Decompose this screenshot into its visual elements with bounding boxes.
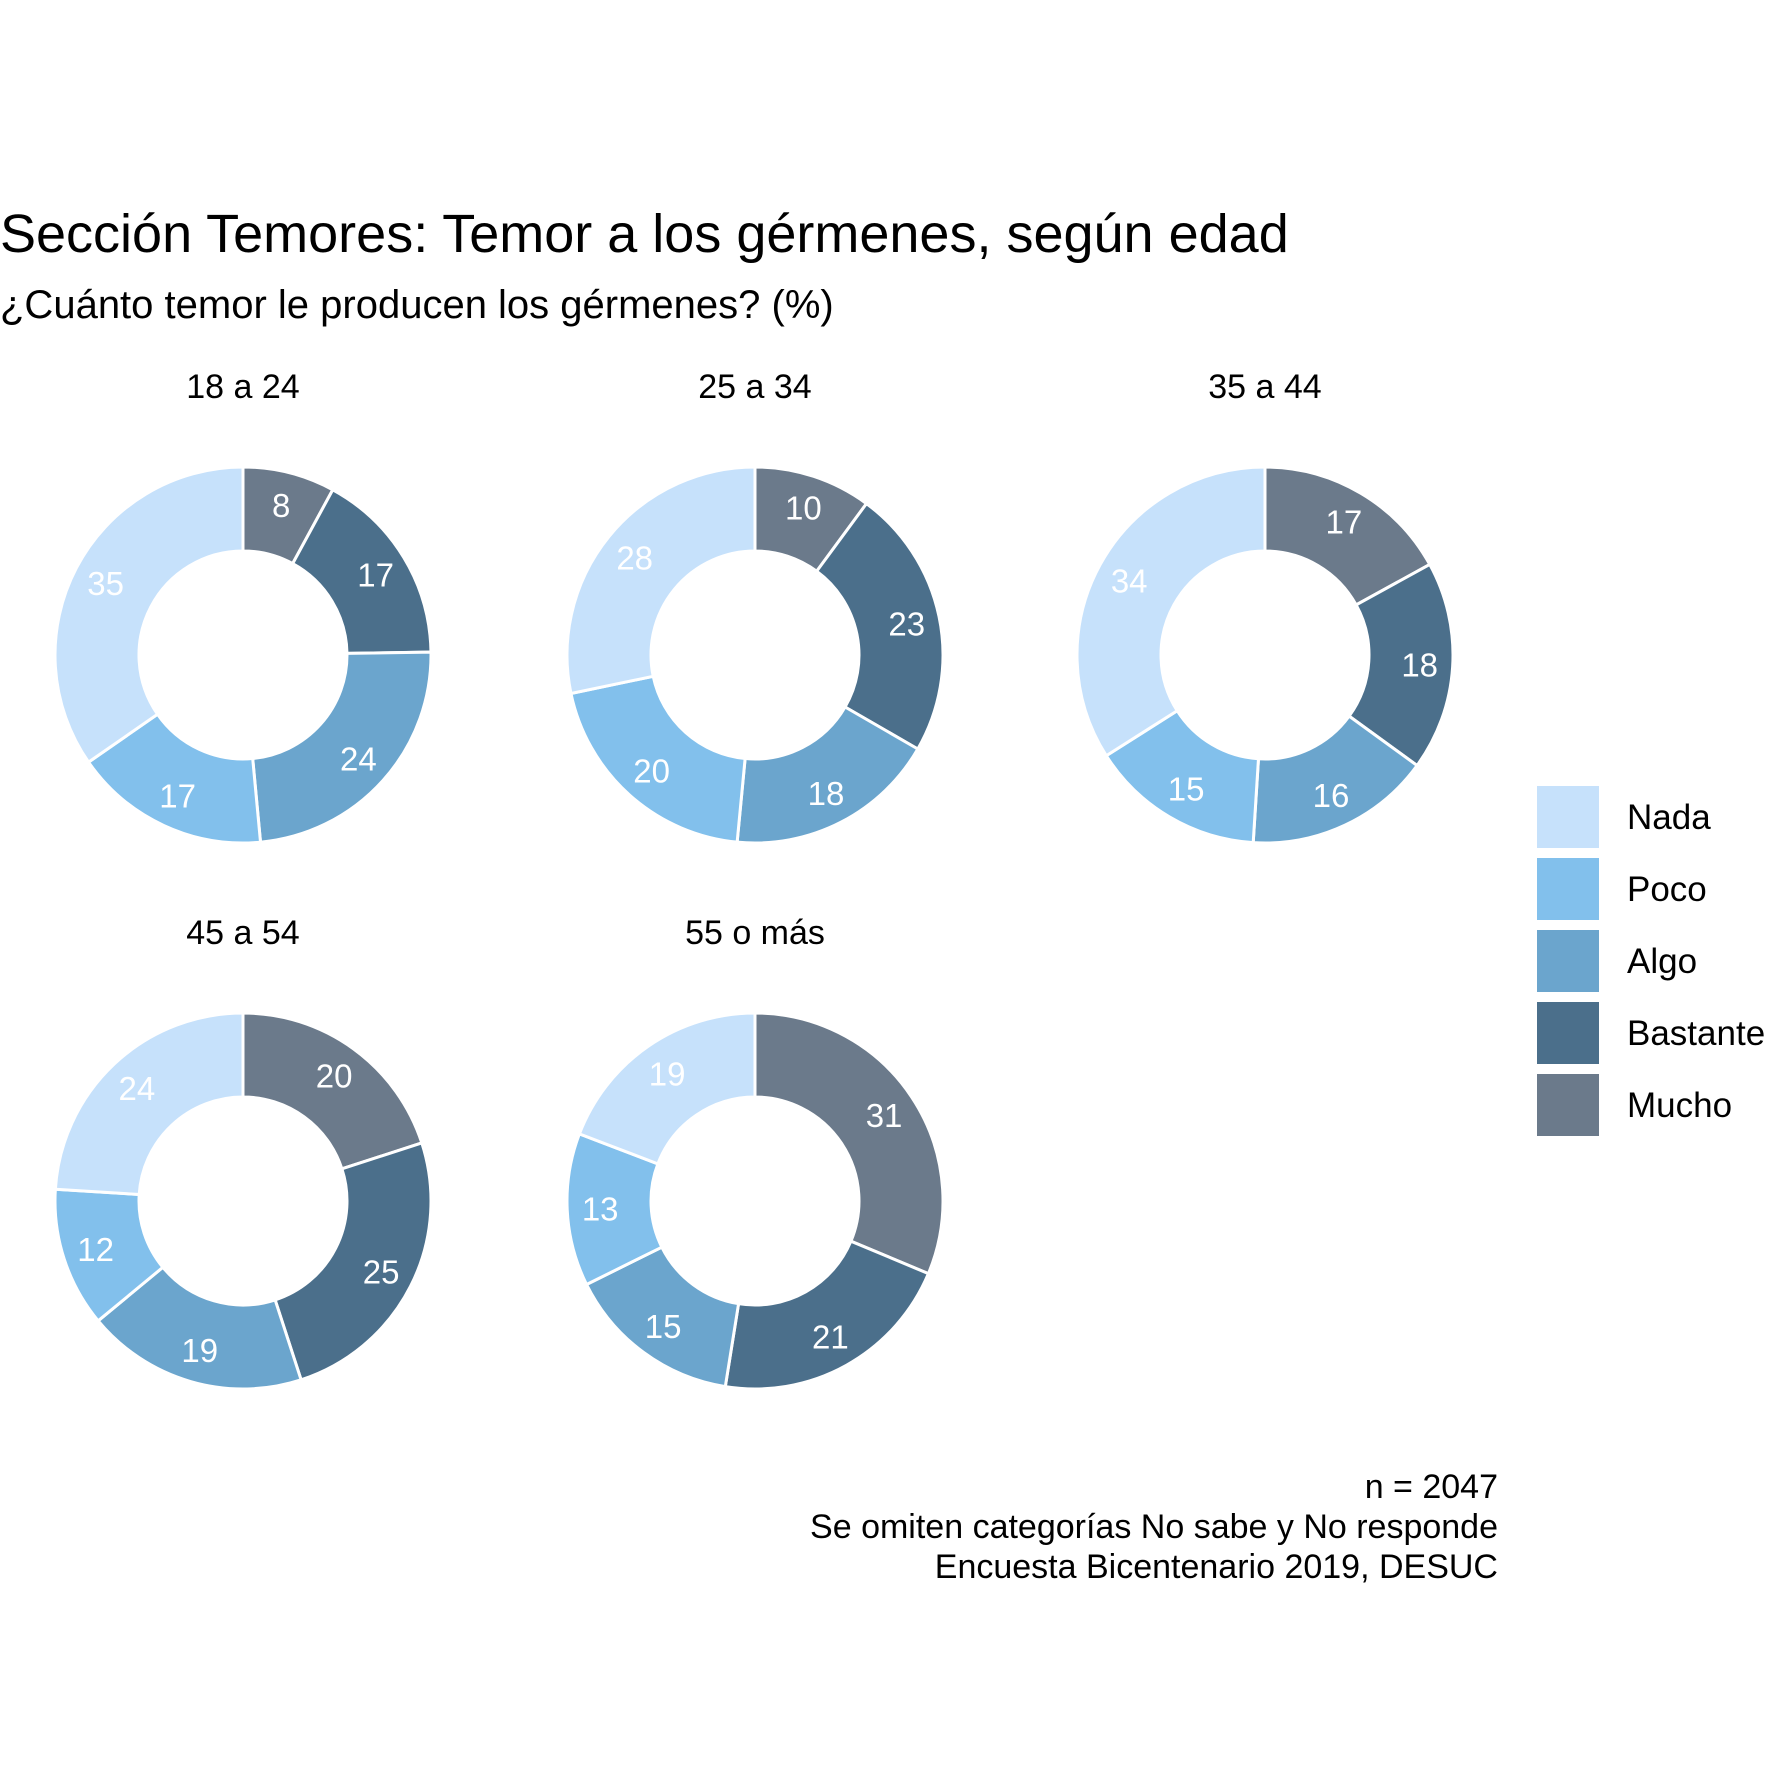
slice-value-label-algo: 15	[645, 1308, 682, 1345]
facet-title: 18 a 24	[186, 368, 299, 406]
facet-35-a-44: 35 a 44 17 18 16 15 34	[1075, 368, 1455, 845]
facet-title: 35 a 44	[1208, 368, 1321, 406]
slice-bastante	[273, 1141, 433, 1382]
legend-swatch-poco	[1537, 858, 1599, 920]
slice-value-label-algo: 24	[340, 740, 377, 777]
facet-title: 45 a 54	[186, 914, 299, 952]
slice-value-label-bastante: 21	[812, 1318, 849, 1355]
slice-value-label-bastante: 23	[888, 605, 925, 642]
slice-value-label-poco: 20	[633, 753, 670, 790]
legend-item-bastante: Bastante	[1537, 1002, 1765, 1064]
slice-bastante	[1347, 562, 1455, 768]
legend-item-mucho: Mucho	[1537, 1074, 1732, 1136]
slice-value-label-nada: 34	[1111, 562, 1148, 599]
slice-value-label-poco: 12	[77, 1231, 114, 1268]
slice-poco	[569, 674, 747, 844]
facets: 18 a 24 8 17 24 17 35 25 a 34 10 23 18 20 28 35 a 44…	[53, 368, 1455, 1391]
legend-label-nada: Nada	[1627, 798, 1711, 837]
slice-value-label-poco: 17	[159, 778, 196, 815]
slice-nada	[565, 465, 757, 696]
legend-swatch-nada	[1537, 786, 1599, 848]
legend-swatch-mucho	[1537, 1074, 1599, 1136]
slice-value-label-mucho: 20	[316, 1058, 353, 1095]
legend: Nada Poco Algo Bastante Mucho	[1537, 786, 1765, 1136]
facet-title: 55 o más	[685, 914, 825, 952]
slice-algo	[96, 1265, 303, 1391]
slice-algo	[735, 704, 920, 845]
caption: n = 2047 Se omiten categorías No sabe y …	[810, 1468, 1498, 1586]
chart-subtitle: ¿Cuánto temor le producen los gérmenes? …	[0, 283, 834, 327]
slice-nada	[53, 465, 245, 765]
legend-item-nada: Nada	[1537, 786, 1711, 848]
caption-line-source: Encuesta Bicentenario 2019, DESUC	[935, 1548, 1498, 1586]
slice-poco	[86, 712, 263, 845]
caption-line-sample-size: n = 2047	[1365, 1468, 1498, 1506]
legend-label-poco: Poco	[1627, 870, 1707, 909]
slice-value-label-mucho: 8	[272, 487, 290, 524]
legend-label-mucho: Mucho	[1627, 1086, 1732, 1125]
facet-55-o-mas: 55 o más 31 21 15 13 19	[565, 914, 945, 1391]
slice-algo	[251, 650, 433, 844]
slice-value-label-algo: 18	[808, 775, 845, 812]
slice-value-label-nada: 19	[649, 1055, 686, 1092]
slice-value-label-poco: 15	[1168, 770, 1205, 807]
slice-value-label-algo: 19	[181, 1332, 218, 1369]
slice-value-label-mucho: 31	[866, 1097, 903, 1134]
slice-nada	[53, 1011, 245, 1197]
slice-bastante	[723, 1239, 931, 1391]
facet-25-a-34: 25 a 34 10 23 18 20 28	[565, 368, 945, 845]
legend-item-algo: Algo	[1537, 930, 1697, 992]
slice-value-label-algo: 16	[1313, 777, 1350, 814]
slice-mucho	[241, 1011, 424, 1171]
slice-value-label-mucho: 17	[1326, 504, 1363, 541]
legend-label-bastante: Bastante	[1627, 1014, 1765, 1053]
slice-bastante	[814, 501, 945, 752]
caption-line-omitted: Se omiten categorías No sabe y No respon…	[810, 1508, 1498, 1546]
slice-value-label-nada: 28	[616, 539, 653, 576]
legend-label-algo: Algo	[1627, 942, 1697, 981]
legend-swatch-algo	[1537, 930, 1599, 992]
slice-value-label-nada: 35	[87, 565, 124, 602]
slice-value-label-bastante: 17	[357, 557, 394, 594]
slice-bastante	[290, 487, 433, 655]
slice-value-label-bastante: 18	[1401, 647, 1438, 684]
slice-value-label-bastante: 25	[363, 1253, 400, 1290]
slice-mucho	[753, 1011, 945, 1276]
legend-swatch-bastante	[1537, 1002, 1599, 1064]
slice-value-label-poco: 13	[582, 1190, 619, 1227]
slice-value-label-mucho: 10	[785, 490, 822, 527]
chart-title: Sección Temores: Temor a los gérmenes, s…	[0, 204, 1289, 264]
facet-title: 25 a 34	[698, 368, 811, 406]
legend-item-poco: Poco	[1537, 858, 1707, 920]
facet-18-a-24: 18 a 24 8 17 24 17 35	[53, 368, 433, 845]
slice-nada	[1075, 465, 1267, 758]
slice-nada	[577, 1011, 757, 1166]
slice-value-label-nada: 24	[119, 1070, 156, 1107]
facet-45-a-54: 45 a 54 20 25 19 12 24	[53, 914, 433, 1391]
